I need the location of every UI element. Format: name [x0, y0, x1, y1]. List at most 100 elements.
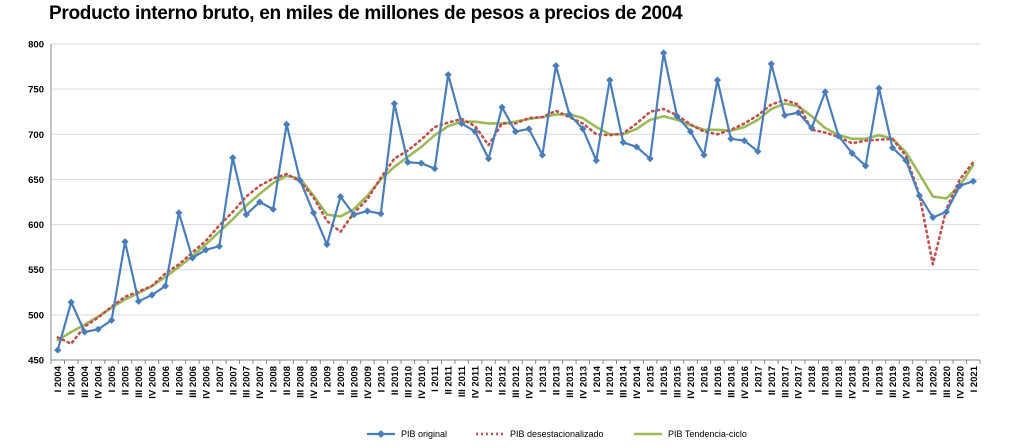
x-tick-label: IV 2008 [309, 366, 320, 399]
data-point-marker [390, 99, 398, 108]
data-point-marker [148, 291, 156, 299]
data-point-marker [229, 154, 237, 162]
x-tick-label: II 2016 [713, 366, 724, 395]
x-tick-label: IV 2009 [363, 366, 374, 399]
data-point-marker [444, 71, 452, 79]
x-tick-label: II 2006 [174, 366, 185, 395]
data-point-marker [202, 246, 210, 254]
x-tick-label: I 2013 [538, 366, 549, 392]
data-point-marker [754, 147, 762, 156]
x-tick-label: II 2008 [282, 366, 293, 395]
chart-title: Producto interno bruto, en miles de mill… [49, 3, 683, 24]
x-tick-label: II 2019 [875, 366, 886, 395]
y-axis: 450 500 550 600 650 700 750 800 [28, 40, 52, 367]
y-tick-label: 550 [28, 265, 44, 276]
data-point-marker [458, 119, 466, 128]
x-tick-label: II 2011 [444, 365, 455, 394]
x-tick-label: III 2008 [296, 366, 307, 398]
x-tick-label: I 2008 [269, 366, 280, 392]
y-tick-label: 800 [28, 40, 44, 51]
data-point-marker [417, 159, 425, 167]
data-point-marker [633, 143, 641, 151]
x-tick-label: III 2009 [349, 366, 360, 398]
legend-label-desestacionalizado: PIB desestacionalizado [510, 429, 604, 439]
legend-swatch-tendencia-icon [634, 432, 662, 436]
data-point-marker [121, 238, 129, 246]
data-point-marker [794, 109, 802, 117]
x-tick-label: I 2016 [699, 366, 710, 392]
x-tick-label: I 2018 [807, 366, 818, 392]
x-tick-label: III 2007 [242, 366, 253, 398]
data-point-marker [107, 316, 116, 324]
data-point-marker [861, 162, 870, 170]
y-tick-label: 600 [28, 220, 44, 231]
data-point-marker [552, 62, 560, 70]
x-tick-label: III 2020 [942, 366, 953, 398]
data-point-marker [484, 155, 493, 163]
y-tick-label: 500 [28, 310, 44, 321]
x-tick-label: I 2015 [646, 365, 657, 392]
x-tick-label: IV 2019 [901, 366, 912, 399]
data-point-marker [660, 49, 668, 57]
x-tick-label: IV 2015 [686, 365, 697, 398]
x-tick-label: IV 2020 [955, 366, 966, 399]
x-tick-label: II 2007 [228, 366, 239, 395]
series-line-1 [56, 98, 975, 346]
legend-label-original: PIB original [401, 429, 448, 439]
data-point-marker [619, 138, 627, 147]
x-tick-label: II 2014 [605, 365, 616, 395]
x-tick-label: IV 2011 [471, 365, 482, 398]
x-tick-label: I 2019 [861, 366, 872, 392]
data-point-marker [969, 177, 977, 185]
x-tick-label: II 2004 [67, 365, 78, 395]
y-tick-label: 700 [28, 130, 44, 141]
data-point-marker [727, 135, 735, 143]
data-point-marker [848, 149, 856, 157]
x-tick-label: III 2017 [780, 366, 791, 398]
data-point-marker [283, 120, 291, 128]
x-tick-label: III 2010 [403, 366, 414, 398]
x-tick-label: IV 2004 [94, 365, 105, 398]
x-tick-label: II 2010 [390, 366, 401, 395]
x-tick-label: I 2009 [323, 366, 334, 392]
x-tick-label: IV 2016 [740, 366, 751, 399]
data-point-marker [67, 298, 75, 306]
data-point-marker [538, 151, 547, 159]
x-tick-label: III 2012 [511, 366, 522, 398]
x-tick-label: III 2013 [565, 366, 576, 398]
data-point-marker [377, 210, 385, 218]
data-point-marker [888, 144, 897, 152]
x-tick-label: I 2014 [592, 365, 603, 392]
data-point-marker [767, 60, 775, 68]
data-point-marker [821, 88, 829, 96]
x-tick-label: I 2017 [753, 366, 764, 392]
x-tick-label: II 2017 [767, 366, 778, 395]
x-tick-label: II 2020 [928, 366, 939, 395]
data-point-marker [256, 198, 264, 206]
legend-swatch-desestacionalizado-icon [476, 432, 504, 436]
x-tick-label: III 2018 [834, 366, 845, 398]
x-tick-label: III 2014 [619, 365, 630, 397]
y-tick-label: 650 [28, 175, 44, 186]
x-tick-label: IV 2018 [848, 366, 859, 399]
data-point-marker [350, 211, 358, 219]
x-tick-label: I 2004 [53, 365, 64, 392]
grid-lines [51, 43, 980, 361]
data-point-marker [686, 127, 695, 136]
data-point-marker [700, 151, 708, 159]
data-point-marker [565, 110, 573, 119]
legend-item-tendencia: PIB Tendencia-ciclo [634, 425, 747, 443]
data-point-marker [606, 76, 614, 84]
data-point-marker [808, 124, 816, 132]
data-point-marker [363, 207, 371, 215]
data-point-marker [336, 192, 345, 201]
x-tick-label: I 2007 [215, 366, 226, 392]
x-tick-label: IV 2005 [147, 365, 158, 398]
x-tick-label: I 2012 [484, 366, 495, 392]
data-point-marker [242, 211, 250, 219]
x-tick-label: I 2021 [969, 365, 980, 392]
data-point-marker [269, 205, 277, 213]
data-point-marker [915, 192, 924, 200]
plot-area [54, 49, 977, 354]
